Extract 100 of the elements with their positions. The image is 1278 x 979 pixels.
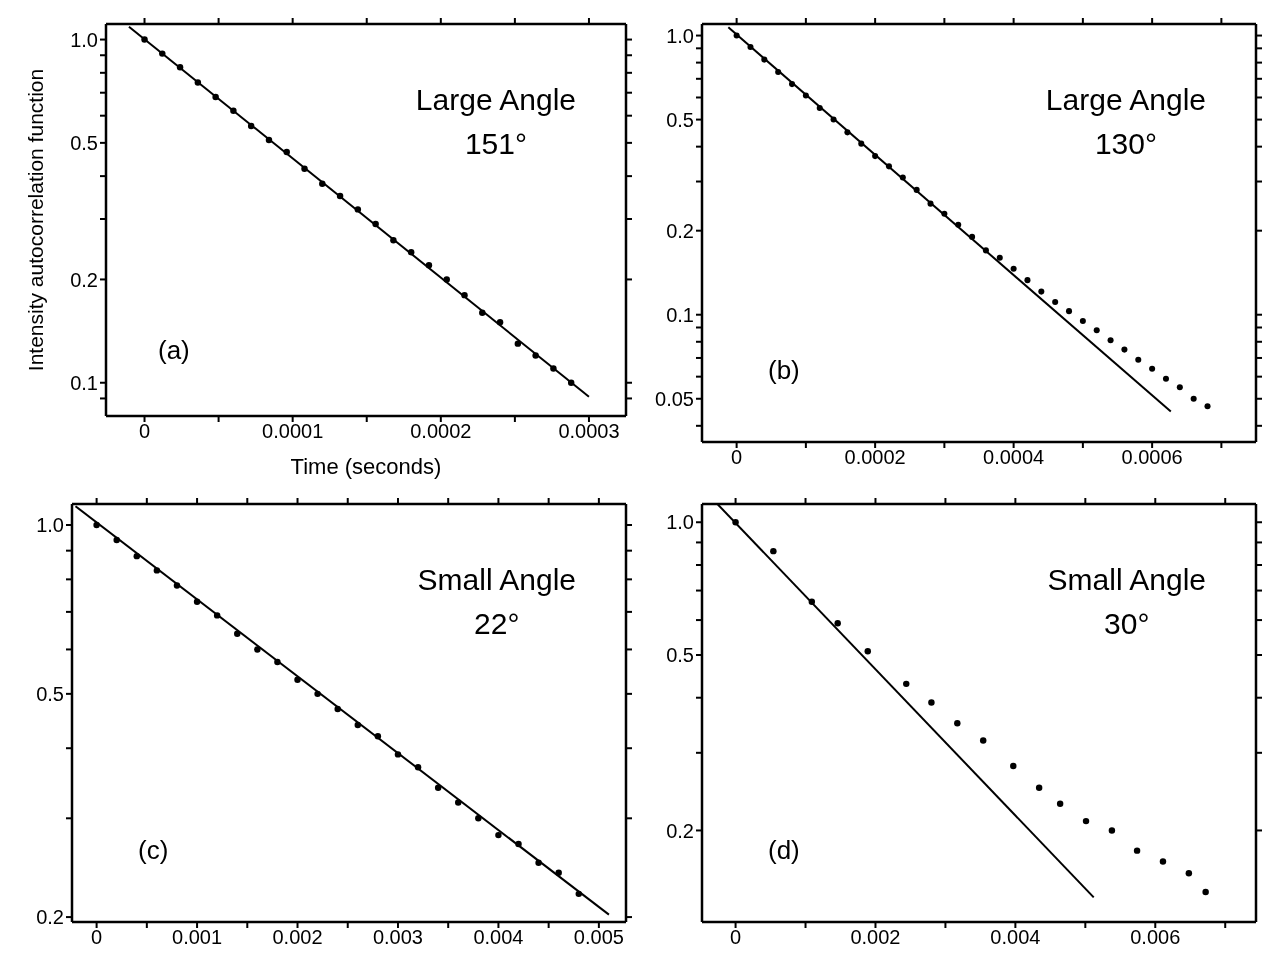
x-tick-label: 0 [91,926,103,949]
point [864,647,872,655]
point [93,521,100,529]
y-tick-label: 0.5 [666,644,694,667]
point [733,32,740,39]
annotation: (d) [768,835,800,866]
point [334,705,341,713]
point [1052,299,1059,306]
x-tick-label: 0 [138,420,151,443]
point [394,751,402,758]
point [575,890,583,898]
point [515,840,522,848]
point [425,262,433,269]
point [443,276,450,283]
annotation: Small Angle [1047,562,1206,598]
annotation: (b) [768,355,800,386]
point [1010,762,1017,770]
point [133,552,141,560]
point [212,93,219,101]
point [496,319,504,326]
point [372,220,379,228]
point [969,233,976,240]
x-tick-label: 0.0001 [262,420,324,443]
point [1035,784,1043,791]
point [495,831,502,839]
point [955,221,962,228]
point [1082,817,1090,825]
y-tick-label: 1.0 [70,28,98,51]
y-tick-label: 0.5 [70,131,98,154]
y-tick-label: 0.2 [666,819,694,842]
point [354,206,362,213]
point [414,763,422,771]
x-tick-label: 0.002 [850,926,901,949]
point [830,116,837,123]
point [535,859,542,866]
annotation: 30° [1103,606,1151,642]
point [1093,327,1100,334]
x-tick-label: 0.0002 [410,420,472,443]
point [1176,384,1183,391]
point [153,567,161,574]
annotation: (a) [158,335,190,366]
point [1159,858,1167,865]
point [283,148,290,156]
point [1056,800,1064,807]
point [354,721,362,729]
point [461,291,468,299]
point [775,69,782,76]
y-tick-label: 0.1 [70,371,98,394]
point [265,136,273,144]
x-tick-label: 0.0004 [983,446,1045,469]
point [927,200,934,207]
point [479,309,486,316]
y-tick-label: 0.5 [666,108,694,131]
point [802,92,809,99]
point [1010,265,1017,272]
y-tick-label: 0.2 [666,219,694,242]
point [770,547,777,555]
annotation: 151° [463,126,528,162]
point [514,340,522,347]
point [1133,847,1141,854]
point [996,254,1003,261]
point [979,737,987,744]
y-tick-label: 1.0 [36,514,64,537]
point [1135,356,1142,363]
point [294,676,301,683]
point [567,379,575,386]
y-tick-label: 0.05 [655,387,694,410]
point [1024,277,1031,284]
point [899,174,906,181]
point [928,699,935,706]
point [234,630,241,637]
x-tick-label: 0.001 [172,926,223,949]
point [319,180,326,187]
point [1121,346,1128,353]
point [858,140,865,147]
annotation: Small Angle [417,562,576,598]
point [834,620,841,627]
point [159,50,166,57]
x-axis-title: Time (seconds) [290,454,442,479]
x-tick-label: 0 [731,446,743,469]
point [1149,365,1156,372]
x-tick-label: 0.0002 [844,446,906,469]
point [374,733,382,740]
point [1190,395,1197,402]
x-tick-label: 0.0003 [558,420,620,443]
point [1079,317,1086,324]
point [455,799,462,806]
y-tick-label: 0.5 [36,682,64,705]
point [1204,403,1211,410]
point [1185,869,1193,877]
y-axis-title: Intensity autocorrelation function [24,68,48,372]
point [913,186,920,193]
point [1038,288,1045,295]
point [194,79,202,86]
point [336,192,344,200]
point [532,352,539,359]
point [193,598,201,605]
point [789,81,796,88]
point [844,129,851,136]
annotation: Large Angle [1045,82,1206,118]
